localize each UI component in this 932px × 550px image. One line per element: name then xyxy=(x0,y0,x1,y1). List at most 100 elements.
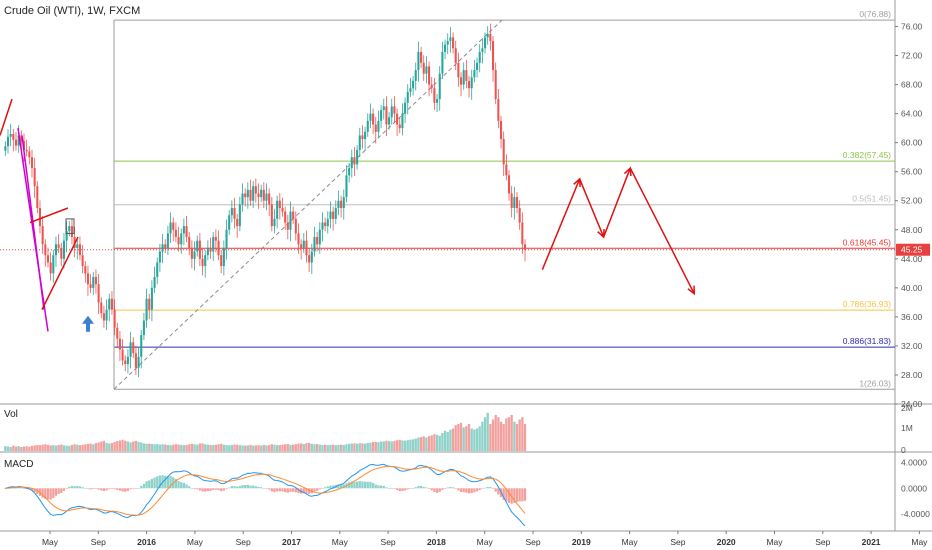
candle-body xyxy=(177,237,180,245)
volume-bar xyxy=(161,444,164,451)
candle-body xyxy=(188,237,191,248)
volume-bar xyxy=(334,445,337,451)
candle-body xyxy=(300,244,303,248)
macd-histogram-bar xyxy=(276,488,279,492)
volume-bar xyxy=(409,439,412,451)
volume-bar xyxy=(241,445,244,451)
volume-bar xyxy=(331,444,335,451)
macd-histogram-bar xyxy=(249,485,252,489)
volume-bar xyxy=(100,441,103,451)
macd-histogram-bar xyxy=(316,488,319,491)
macd-histogram-bar xyxy=(46,488,50,500)
macd-histogram-bar xyxy=(331,485,335,489)
macd-histogram-bar xyxy=(321,487,324,489)
projection-segment xyxy=(578,178,605,238)
volume-bar xyxy=(489,424,492,451)
volume-bar xyxy=(94,443,98,451)
macd-histogram-bar xyxy=(313,488,316,492)
volume-bar xyxy=(417,437,420,451)
candle-body xyxy=(174,229,177,238)
candle-body xyxy=(491,41,495,71)
macd-histogram-bar xyxy=(406,488,409,490)
volume-bar xyxy=(177,444,180,451)
candle-body xyxy=(452,37,455,49)
projection-segment xyxy=(629,167,695,294)
volume-bar xyxy=(33,445,36,451)
candle-body xyxy=(513,197,516,208)
candle-body xyxy=(233,208,236,219)
volume-bar xyxy=(502,424,505,451)
volume-bar xyxy=(196,444,199,451)
macd-histogram-bar xyxy=(70,486,74,489)
macd-histogram-bar xyxy=(339,484,343,489)
candle-body xyxy=(430,84,433,89)
candle-body xyxy=(169,222,172,234)
volume-bar xyxy=(225,445,228,451)
macd-histogram-bar xyxy=(483,487,487,489)
macd-histogram-bar xyxy=(449,486,452,489)
macd-histogram-bar xyxy=(185,484,188,489)
macd-histogram-bar xyxy=(41,488,44,498)
macd-histogram-bar xyxy=(292,488,295,492)
candle-body xyxy=(254,186,257,194)
candle-body xyxy=(161,244,164,252)
candle-body xyxy=(238,204,241,227)
volume-bar xyxy=(246,445,249,451)
volume-bar xyxy=(411,439,415,451)
macd-histogram-bar xyxy=(414,487,417,489)
candle-body xyxy=(369,113,372,121)
candle-body xyxy=(25,149,28,152)
candle-body xyxy=(236,218,239,227)
macd-histogram-bar xyxy=(260,487,263,489)
candle-body xyxy=(153,276,156,288)
candle-body xyxy=(217,240,220,256)
volume-bar xyxy=(78,445,82,451)
macd-histogram-bar xyxy=(22,488,26,489)
volume-bar xyxy=(81,444,84,451)
candle-body xyxy=(337,200,340,208)
candle-body xyxy=(273,218,276,227)
macd-histogram-bar xyxy=(446,487,449,489)
macd-histogram-bar xyxy=(62,488,66,491)
volume-bar xyxy=(17,446,20,451)
candle-body xyxy=(228,215,231,230)
volume-bar xyxy=(38,445,42,451)
candle-body xyxy=(118,338,121,350)
macd-histogram-bar xyxy=(305,488,308,494)
candle-body xyxy=(494,70,497,100)
volume-bar xyxy=(4,446,7,451)
projection-segment xyxy=(541,178,581,270)
candle-body xyxy=(377,120,380,132)
candle-body xyxy=(28,151,31,158)
macd-histogram-bar xyxy=(284,488,287,493)
time-tick-label: May xyxy=(332,537,349,547)
volume-bar xyxy=(313,444,316,451)
macd-histogram-bar xyxy=(324,487,327,489)
time-tick-label: 2019 xyxy=(572,537,591,547)
macd-histogram-bar xyxy=(196,488,199,490)
volume-bar xyxy=(204,444,207,451)
macd-histogram-bar xyxy=(17,487,20,489)
trend-line xyxy=(0,98,13,136)
macd-histogram-bar xyxy=(116,488,119,490)
volume-bar xyxy=(467,424,471,451)
volume-bar xyxy=(363,443,367,451)
macd-histogram-bar xyxy=(419,485,423,489)
macd-histogram-bar xyxy=(54,488,58,496)
volume-bar xyxy=(292,444,295,451)
volume-bar xyxy=(470,428,473,451)
macd-histogram-bar xyxy=(366,481,369,489)
volume-bar xyxy=(49,445,52,451)
macd-histogram-bar xyxy=(142,483,146,489)
candle-body xyxy=(86,273,89,285)
macd-histogram-bar xyxy=(502,488,505,500)
candle-body xyxy=(284,211,287,223)
volume-bar xyxy=(486,412,489,451)
macd-histogram-bar xyxy=(294,488,297,493)
volume-bar xyxy=(390,441,393,451)
volume-bar xyxy=(366,442,369,451)
candle-body xyxy=(9,133,12,137)
macd-histogram-bar xyxy=(379,485,383,489)
